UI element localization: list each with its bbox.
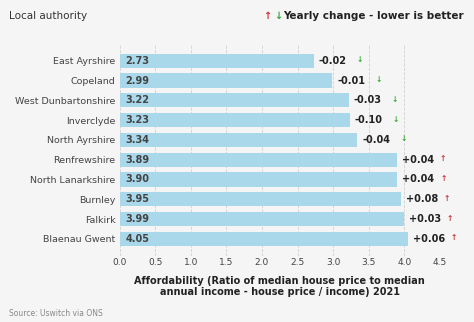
Text: ↓: ↓ (274, 11, 282, 21)
Text: -0.01: -0.01 (337, 76, 365, 86)
Text: +0.04: +0.04 (402, 175, 434, 185)
Text: Yearly change - lower is better: Yearly change - lower is better (283, 11, 464, 21)
Bar (119, 153, 397, 167)
Text: Local authority: Local authority (9, 11, 88, 21)
Text: 4.05: 4.05 (125, 234, 149, 244)
Text: ↓: ↓ (401, 134, 407, 143)
Bar (119, 93, 349, 108)
Text: ↑: ↑ (439, 154, 446, 163)
Text: ↓: ↓ (357, 55, 364, 64)
Text: ↑: ↑ (440, 174, 447, 183)
Bar (119, 232, 408, 246)
Bar (119, 53, 314, 68)
Text: ↓: ↓ (392, 95, 398, 104)
Text: -0.03: -0.03 (354, 95, 382, 105)
Text: 2.99: 2.99 (125, 76, 149, 86)
Bar (119, 73, 332, 88)
Text: +0.03: +0.03 (409, 214, 441, 224)
Bar (119, 172, 397, 187)
Bar (119, 133, 357, 147)
Text: -0.04: -0.04 (362, 135, 391, 145)
Bar (119, 212, 404, 226)
Text: +0.04: +0.04 (401, 155, 434, 165)
Text: 3.90: 3.90 (125, 175, 149, 185)
Text: ↑: ↑ (451, 233, 457, 242)
Text: Source: Uswitch via ONS: Source: Uswitch via ONS (9, 309, 103, 318)
Text: 3.89: 3.89 (125, 155, 149, 165)
Bar (119, 192, 401, 206)
Text: ↓: ↓ (375, 75, 382, 84)
Text: 3.95: 3.95 (125, 194, 149, 204)
Text: -0.02: -0.02 (319, 56, 347, 66)
Text: 3.34: 3.34 (125, 135, 149, 145)
Text: ↑: ↑ (444, 194, 450, 203)
Text: 3.22: 3.22 (125, 95, 149, 105)
X-axis label: Affordability (Ratio of median house price to median
annual income - house price: Affordability (Ratio of median house pri… (135, 276, 425, 297)
Text: 3.23: 3.23 (125, 115, 149, 125)
Text: ↓: ↓ (392, 115, 399, 124)
Text: ↑: ↑ (447, 213, 453, 223)
Text: -0.10: -0.10 (355, 115, 383, 125)
Bar (119, 113, 349, 127)
Text: 3.99: 3.99 (125, 214, 149, 224)
Text: 2.73: 2.73 (125, 56, 149, 66)
Text: +0.08: +0.08 (406, 194, 438, 204)
Text: +0.06: +0.06 (413, 234, 445, 244)
Text: ↑: ↑ (263, 11, 271, 21)
